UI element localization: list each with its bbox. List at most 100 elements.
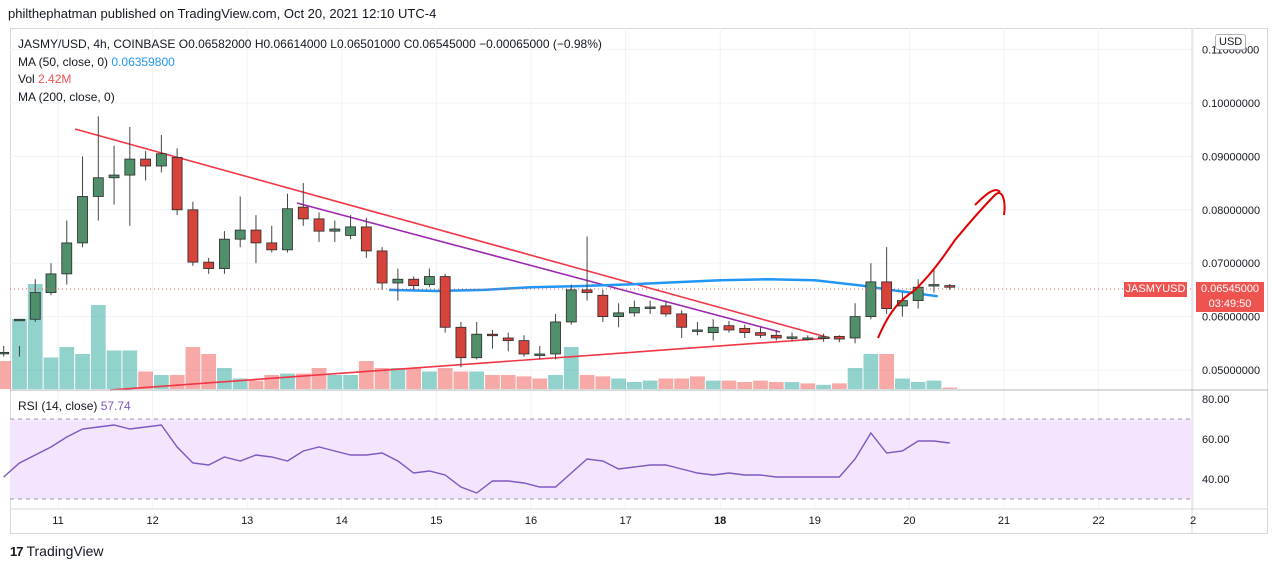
candle-body	[755, 332, 766, 336]
volume-bar	[500, 375, 516, 389]
candle-body	[676, 313, 688, 328]
volume-bar	[532, 378, 548, 389]
candles	[0, 116, 956, 368]
candle-body	[849, 316, 861, 339]
candle-body	[692, 329, 703, 332]
volume-bar	[169, 375, 185, 389]
upper-trendline	[74, 128, 831, 339]
legend-ma200-label[interactable]: MA (200, close, 0)	[18, 89, 115, 104]
legend-ma50-label[interactable]: MA (50, close, 0)	[18, 54, 109, 69]
legend-ma50-value: 0.06359800	[111, 54, 175, 69]
legend-ma200-row: MA (200, close, 0)	[18, 89, 602, 107]
currency-badge[interactable]: USD	[1215, 34, 1247, 50]
volume-bar	[59, 347, 75, 389]
price-tick-label: 0.08000000	[1202, 205, 1260, 217]
legend-open: 0.06582000	[188, 37, 252, 51]
volume-bar	[705, 380, 721, 389]
candle-body	[297, 206, 309, 220]
time-tick-label: 19	[809, 515, 821, 527]
legend-low: 0.06501000	[336, 37, 401, 51]
candle-body	[108, 174, 120, 179]
time-tick-label: 20	[903, 515, 915, 527]
time-tick-label: 16	[525, 515, 537, 527]
volume-bar	[831, 383, 847, 389]
candle-body	[518, 340, 530, 355]
volume-bar	[217, 368, 232, 389]
time-tick-label: 2	[1190, 515, 1196, 527]
volume-bar	[485, 375, 500, 389]
candle-body	[266, 242, 278, 251]
rsi-line	[3, 424, 950, 494]
volume-bar	[910, 382, 926, 389]
candle-body	[61, 242, 73, 275]
candle-body	[644, 306, 656, 309]
candle-body	[29, 292, 41, 320]
legend-open-label: O	[178, 37, 189, 51]
rsi-label[interactable]: RSI (14, close)	[18, 399, 98, 413]
symbol-price-tag: JASMYUSD	[1124, 282, 1187, 297]
volume-bar	[75, 354, 90, 389]
legend-symbol[interactable]: JASMY/USD, 4h, COINBASE	[18, 37, 176, 51]
candle-body	[581, 289, 593, 293]
time-tick-label: 18	[714, 515, 726, 527]
candle-body	[423, 276, 435, 285]
legend-vol-row: Vol 2.42M	[18, 71, 602, 89]
candle-body	[802, 337, 814, 340]
volume-bar	[327, 375, 343, 389]
volume-bar	[895, 378, 910, 389]
candle-body	[92, 177, 104, 197]
candle-body	[881, 281, 893, 309]
volume-bar	[595, 376, 611, 389]
candle-body	[660, 305, 672, 315]
candle-body	[171, 157, 183, 211]
volume-bar	[201, 354, 217, 389]
candle-body	[219, 238, 230, 269]
legend-high: 0.06614000	[263, 37, 327, 51]
candle-body	[0, 351, 10, 355]
legend-vol-label[interactable]: Vol	[18, 72, 35, 86]
candle-body	[360, 226, 372, 252]
time-tick-label: 14	[336, 515, 348, 527]
volume-bar	[422, 371, 437, 389]
volume-bar	[579, 375, 595, 389]
candle-body	[628, 307, 640, 314]
candle-body	[392, 278, 404, 284]
volume-bar	[106, 350, 122, 389]
candle-body	[45, 273, 57, 293]
volume-bar	[232, 378, 248, 389]
candle-body	[313, 218, 325, 232]
volume-bar	[642, 380, 658, 389]
volume-bar	[563, 347, 579, 389]
time-tick-label: 13	[241, 515, 253, 527]
legend-ohlc-row: JASMY/USD, 4h, COINBASE O0.06582000 H0.0…	[18, 36, 602, 54]
volume-bar	[390, 368, 406, 389]
candle-body	[77, 196, 88, 244]
volume-bar	[311, 368, 327, 389]
ma50-polyline	[389, 277, 938, 298]
price-axis: 0.110000000.100000000.090000000.08000000…	[1202, 45, 1260, 377]
candle-body	[613, 312, 624, 317]
volume-bar	[516, 376, 532, 389]
volume-bar	[374, 368, 390, 389]
candle-body	[502, 337, 514, 342]
footer[interactable]: 17 TradingView	[10, 543, 104, 559]
volume-bar	[658, 378, 674, 389]
time-tick-label: 15	[430, 515, 442, 527]
last-price-tag: 0.06545000 03:49:50	[1196, 282, 1264, 312]
time-axis: 11 12 13 14 15 16 17 18 19 20 21 22 2	[52, 515, 1196, 527]
volume-bar	[674, 378, 690, 389]
rsi-legend: RSI (14, close) 57.74	[18, 399, 131, 413]
volume-bar	[358, 361, 374, 389]
volume-bar	[280, 373, 295, 389]
volume-bar	[548, 375, 563, 389]
time-tick-label: 12	[146, 515, 158, 527]
volume-bar	[469, 371, 485, 389]
candle-body	[140, 158, 152, 167]
candle-body	[818, 336, 829, 339]
chart-frame	[10, 28, 1268, 534]
candle-body	[865, 281, 877, 318]
candle-body	[439, 276, 451, 328]
volume-bar	[264, 375, 280, 389]
volume-bar	[926, 380, 942, 389]
